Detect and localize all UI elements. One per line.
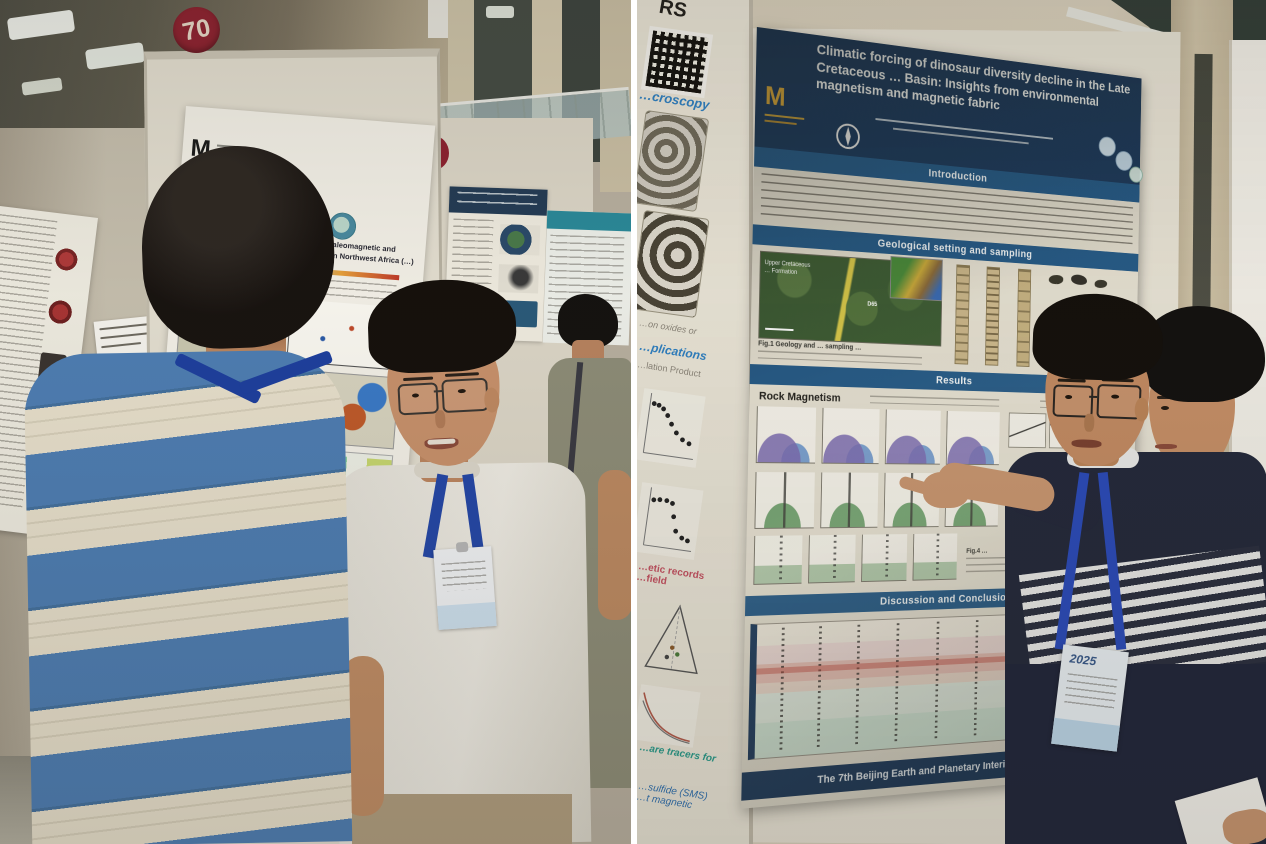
scatter-column — [855, 624, 860, 748]
qr-code-icon — [640, 25, 714, 99]
ternary-diagram-fragment — [644, 604, 698, 675]
badge-year: 2025 — [1068, 651, 1098, 669]
badge-text-lines — [441, 560, 488, 592]
scatter-column — [973, 620, 979, 739]
section-title-discussion: Discussion and Conclusions — [879, 591, 1018, 608]
small-poster-figure — [498, 264, 539, 294]
handwriting-scribble — [99, 322, 152, 331]
figure-red-blob — [44, 298, 76, 326]
teal-poster-header — [546, 210, 631, 232]
curve-plot-fragment — [637, 684, 701, 748]
scatter-column — [894, 623, 899, 745]
attendee-2-glasses-icon — [441, 377, 489, 414]
dinosaur-silhouette-icon — [1048, 274, 1064, 285]
fig4-caption: Fig.4 … — [966, 547, 988, 555]
red-marker-band — [756, 655, 1019, 675]
histogram-figure — [884, 409, 941, 465]
dinosaur-silhouette-icon — [1071, 274, 1088, 286]
attendee-2-glasses-icon — [397, 382, 439, 416]
attendee-4-badge: 2025 — [1051, 644, 1129, 752]
scatter-column-figure — [861, 534, 908, 583]
inset-asia-map — [889, 255, 943, 302]
attendee-1-sweater — [23, 349, 353, 844]
attendee-4-nose-shadow — [1083, 413, 1095, 432]
attendee-2-badge — [433, 541, 497, 630]
attendee-2-ear — [483, 387, 500, 413]
stratigraphic-column — [954, 264, 970, 365]
photo-right-poster-session: 5 RS …croscopy …on oxides or …plications… — [637, 0, 1266, 844]
badge-clip-icon — [455, 541, 469, 553]
attendee-4-glasses-bridge — [1089, 395, 1098, 399]
scatter-column-figure — [912, 533, 958, 581]
scatter-plot-fragment — [637, 388, 706, 468]
attendee-3-arm — [598, 470, 631, 620]
histogram-figure — [945, 410, 1000, 466]
attendee-5-hair — [1141, 306, 1265, 402]
histogram-green-figure — [820, 472, 879, 529]
histogram-green-figure — [754, 472, 815, 529]
board-number-70: 70 — [179, 12, 213, 47]
attendee-2-eyebrow — [403, 376, 434, 382]
small-poster-figure — [499, 224, 541, 256]
results-subheader-text — [869, 395, 1000, 407]
attendee-2-eyebrow — [444, 372, 480, 377]
logo-text-line-gold — [764, 119, 797, 126]
map-label: Upper Cretaceous … Formation — [764, 260, 810, 278]
attendee-5-eye — [1161, 406, 1169, 410]
stratigraphy-chart — [747, 613, 1020, 761]
attendee-3-hair — [558, 294, 618, 348]
attendee-5-mouth — [1155, 444, 1177, 449]
badge-text-lines — [1063, 673, 1118, 713]
dinosaur-silhouette-icon — [1094, 279, 1108, 289]
author-text-line — [893, 127, 1029, 145]
stratigraphic-column — [984, 266, 1001, 366]
stratigraphic-column — [1016, 268, 1032, 368]
figure-red-blob — [53, 247, 82, 273]
org-logo-icon — [1098, 135, 1116, 158]
logo-text-line-gold — [764, 113, 805, 120]
scatter-plot-fragment — [637, 482, 704, 560]
attendee-2-pants — [352, 794, 572, 844]
rock-magnetism-label: Rock Magnetism — [758, 390, 841, 405]
histogram-figure — [821, 407, 880, 465]
scatter-column — [934, 621, 939, 742]
compass-logo-icon — [835, 121, 861, 151]
side-poster-top-text: RS — [657, 0, 689, 23]
scatter-column — [816, 626, 822, 750]
attendee-4-eye — [1065, 394, 1073, 400]
attendee-2-teeth — [427, 438, 456, 445]
scatter-column-figure — [808, 534, 856, 584]
section-title-introduction: Introduction — [928, 167, 988, 185]
org-logo-icon — [1128, 165, 1143, 184]
map-scale-bar — [765, 327, 794, 332]
attendee-2-nose-shadow — [434, 409, 446, 429]
badge-footer-band — [437, 601, 497, 630]
ceiling-light-icon — [486, 6, 514, 18]
section-title-results: Results — [935, 374, 973, 388]
map-site-label: D65 — [867, 301, 878, 309]
attendee-4-mouth — [1071, 439, 1102, 449]
histogram-figure — [755, 406, 817, 464]
attendee-2-mouth — [424, 437, 459, 451]
scatter-column-figure — [753, 535, 803, 585]
small-poster-header-text — [456, 191, 538, 211]
photo-divider — [631, 0, 637, 844]
handwriting-scribble — [101, 342, 142, 349]
scatter-column — [779, 627, 785, 753]
attendee-4-eye — [1111, 394, 1120, 399]
logo-m-letter: M — [764, 79, 786, 112]
institute-logo-m-gold: M — [765, 80, 786, 113]
photo-left-poster-session: 71 70 M … — [0, 0, 631, 844]
squiggle-plot — [1008, 412, 1047, 449]
